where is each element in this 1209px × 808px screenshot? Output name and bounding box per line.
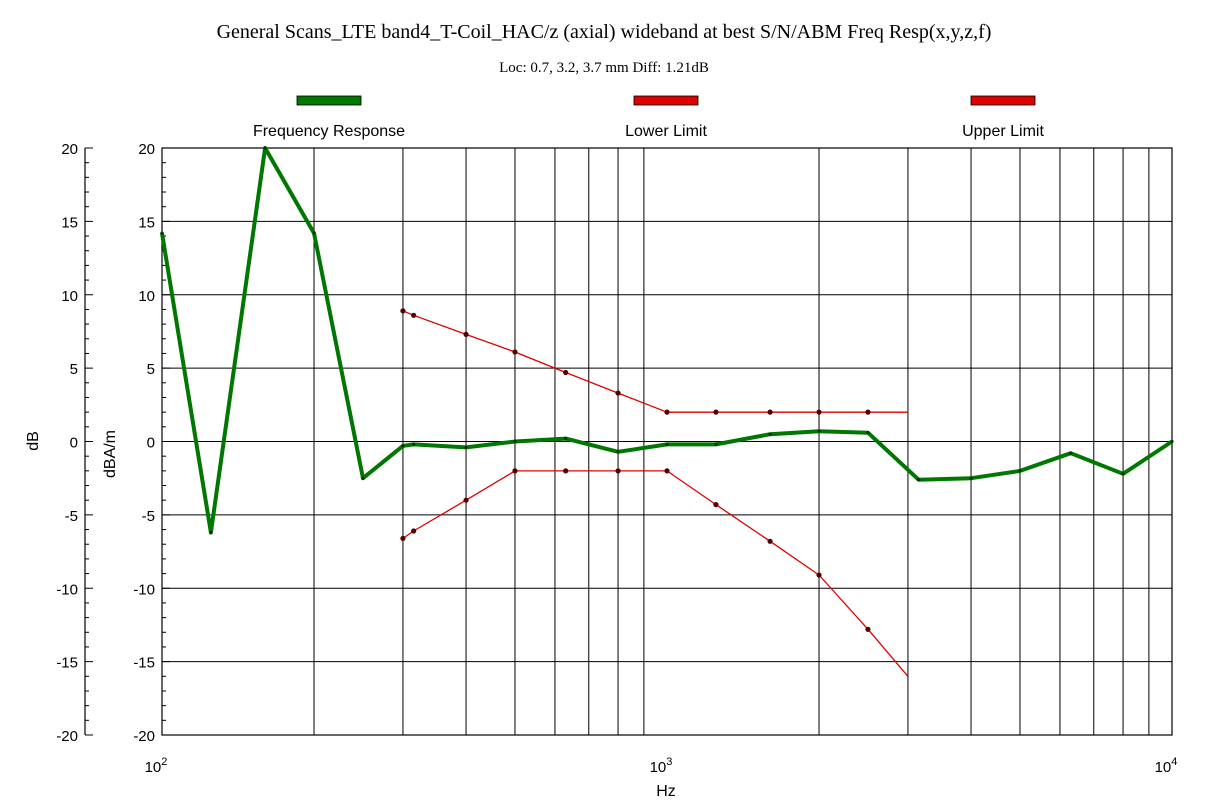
x-axis-label: Hz (656, 783, 676, 800)
data-point-frequency-response (1018, 469, 1022, 473)
y-tick-label-outer: 20 (61, 141, 78, 158)
data-point-frequency-response (1121, 472, 1125, 476)
data-point-frequency-response (361, 476, 365, 480)
data-point-frequency-response (263, 146, 267, 150)
data-point-frequency-response (768, 432, 772, 436)
data-point-frequency-response (665, 442, 669, 447)
data-point-frequency-response (412, 442, 416, 447)
legend-swatch-upper-limit (970, 95, 1036, 106)
series-line-upper-limit (402, 310, 908, 413)
y-tick-label-inner: 5 (147, 361, 155, 378)
y-tick-label-inner: 10 (138, 288, 155, 305)
chart-subtitle: Loc: 0.7, 3.2, 3.7 mm Diff: 1.21dB (499, 60, 709, 76)
data-point-upper-limit (411, 312, 417, 318)
data-point-upper-limit (563, 369, 569, 376)
data-point-frequency-response (513, 439, 517, 444)
data-point-upper-limit (615, 390, 621, 396)
y-tick-label-outer: 5 (70, 361, 78, 378)
y-tick-label-outer: 15 (61, 214, 78, 231)
data-point-frequency-response (160, 231, 164, 235)
legend-swatch-frequency-response (296, 95, 362, 106)
series-layer (160, 146, 1174, 677)
data-point-frequency-response (1170, 439, 1174, 444)
series-line-lower-limit (402, 470, 909, 677)
data-point-upper-limit (512, 349, 518, 355)
y-tick-label-outer: -5 (65, 508, 78, 525)
data-point-upper-limit (400, 308, 406, 314)
data-point-frequency-response (969, 476, 973, 480)
data-point-lower-limit (563, 468, 569, 474)
legend-label-frequency-response: Frequency Response (253, 123, 405, 140)
data-point-upper-limit (865, 409, 871, 415)
data-point-upper-limit (463, 331, 469, 337)
y-tick-label-outer: -15 (56, 655, 78, 672)
y-tick-label-inner: -5 (142, 508, 155, 525)
y-tick-label-inner: -10 (133, 581, 155, 598)
data-point-lower-limit (664, 468, 670, 474)
data-point-upper-limit (767, 409, 773, 415)
data-point-upper-limit (713, 409, 719, 415)
data-point-lower-limit (512, 468, 518, 474)
data-point-lower-limit (463, 497, 469, 503)
y-tick-label-inner: 15 (138, 214, 155, 231)
y-tick-label-outer: -20 (56, 728, 78, 745)
y-axis-label-outer: dB (25, 431, 42, 451)
data-point-lower-limit (400, 535, 406, 541)
data-point-frequency-response (714, 442, 718, 447)
data-point-upper-limit (664, 409, 670, 415)
tick-labels: 20 20 15 15 10 10 5 5 0 0 -5 -5 -10 -10 -15 -15 -20 -20 10… (56, 141, 1177, 776)
data-point-lower-limit (865, 626, 871, 632)
data-point-lower-limit (615, 468, 621, 474)
data-point-upper-limit (816, 409, 822, 415)
y-tick-label-inner: -20 (133, 728, 155, 745)
legend-label-upper-limit: Upper Limit (962, 123, 1044, 140)
x-tick-label: 102 (145, 756, 168, 776)
x-tick-label: 104 (1155, 756, 1178, 776)
y-tick-label-inner: -15 (133, 655, 155, 672)
data-point-lower-limit (767, 538, 773, 544)
legend-label-lower-limit: Lower Limit (625, 123, 707, 140)
data-point-lower-limit (411, 528, 417, 534)
y-tick-label-outer: 0 (70, 435, 78, 452)
chart-title: General Scans_LTE band4_T-Coil_HAC/z (ax… (217, 21, 992, 43)
data-point-frequency-response (401, 444, 405, 448)
data-point-frequency-response (312, 231, 316, 235)
y-tick-label-inner: 20 (138, 141, 155, 158)
data-point-frequency-response (564, 436, 568, 441)
data-point-frequency-response (209, 530, 213, 535)
data-point-lower-limit (816, 572, 822, 578)
data-point-frequency-response (616, 450, 620, 454)
data-point-frequency-response (1069, 451, 1073, 455)
data-point-frequency-response (917, 478, 921, 482)
y-tick-label-outer: 10 (61, 288, 78, 305)
y-axis-label-inner: dBA/m (102, 430, 119, 478)
y-tick-label-outer: -10 (56, 581, 78, 598)
data-point-frequency-response (817, 429, 821, 433)
data-point-lower-limit (713, 502, 719, 508)
legend: Frequency Response Lower Limit Upper Lim… (253, 95, 1044, 140)
y-tick-label-inner: 0 (147, 435, 155, 452)
data-point-frequency-response (464, 445, 468, 449)
legend-swatch-lower-limit (633, 95, 699, 106)
data-point-frequency-response (866, 431, 870, 435)
series-line-frequency-response (160, 146, 1174, 535)
x-tick-label: 103 (650, 756, 673, 776)
